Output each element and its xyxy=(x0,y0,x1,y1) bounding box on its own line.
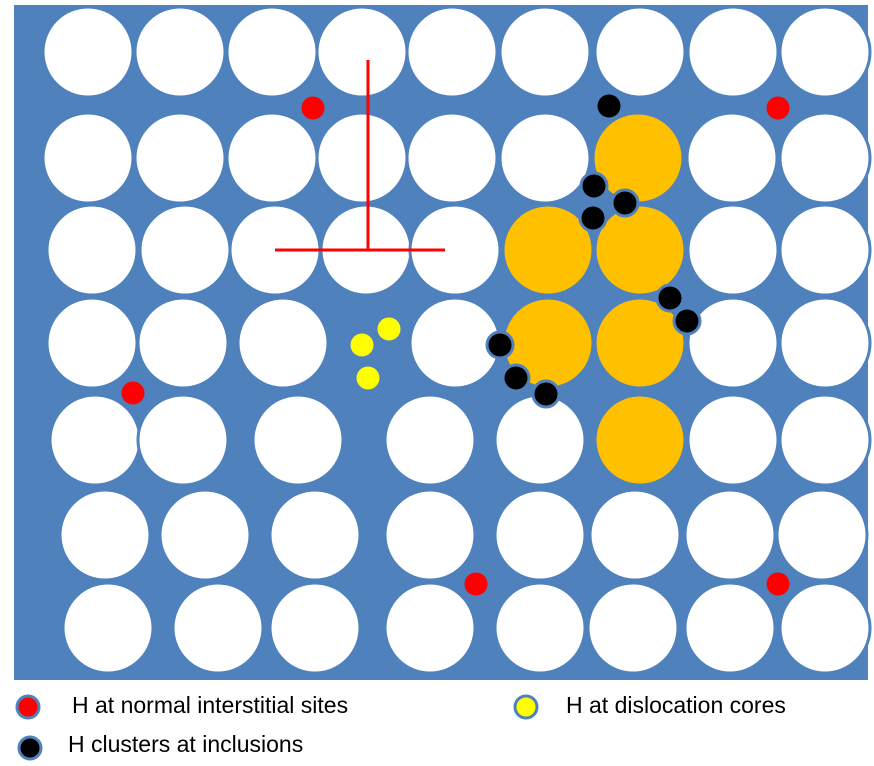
hydrogen-atom xyxy=(580,205,606,231)
legend-label: H clusters at inclusions xyxy=(68,731,303,757)
lattice-atom xyxy=(43,113,133,203)
lattice-atom xyxy=(500,7,590,97)
lattice-atom xyxy=(595,7,685,97)
lattice-atom xyxy=(227,7,317,97)
lattice-atom xyxy=(385,395,475,485)
legend-marker xyxy=(515,696,537,718)
lattice-atom xyxy=(688,298,778,388)
lattice-atom xyxy=(227,113,317,203)
hydrogen-atom xyxy=(463,571,489,597)
lattice-atom xyxy=(270,490,360,580)
hydrogen-atom xyxy=(503,365,529,391)
lattice-atom xyxy=(688,395,778,485)
lattice-atom xyxy=(407,113,497,203)
hydrogen-atom xyxy=(612,190,638,216)
lattice-atom xyxy=(685,583,775,673)
hydrogen-atom xyxy=(355,365,381,391)
lattice-atom xyxy=(780,7,870,97)
hydrogen-atom xyxy=(765,95,791,121)
lattice-atom xyxy=(270,583,360,673)
lattice-atom xyxy=(495,490,585,580)
lattice-atom xyxy=(500,113,590,203)
lattice-atom xyxy=(317,7,407,97)
lattice-atom xyxy=(138,395,228,485)
lattice-atom xyxy=(780,583,870,673)
lattice-atom xyxy=(385,583,475,673)
lattice-atom xyxy=(173,583,263,673)
lattice-atom xyxy=(780,298,870,388)
lattice-atom xyxy=(140,205,230,295)
lattice-atom xyxy=(63,583,153,673)
lattice-atom xyxy=(385,490,475,580)
lattice-atom xyxy=(688,205,778,295)
legend: H at normal interstitial sites H at disl… xyxy=(17,692,786,759)
lattice-atom xyxy=(780,395,870,485)
lattice-atom xyxy=(590,490,680,580)
legend-label: H at normal interstitial sites xyxy=(72,692,348,718)
hydrogen-atom xyxy=(376,316,402,342)
lattice-atom xyxy=(138,298,228,388)
hydrogen-atom xyxy=(657,285,683,311)
legend-label: H at dislocation cores xyxy=(566,692,786,718)
diagram: H at normal interstitial sites H at disl… xyxy=(0,0,874,766)
lattice-atom xyxy=(60,490,150,580)
lattice-atom xyxy=(47,205,137,295)
lattice-atom xyxy=(685,490,775,580)
hydrogen-atom xyxy=(765,571,791,597)
hydrogen-atom xyxy=(674,308,700,334)
hydrogen-atom xyxy=(533,381,559,407)
hydrogen-atom xyxy=(487,332,513,358)
lattice-atom xyxy=(687,113,777,203)
lattice-atom xyxy=(495,395,585,485)
lattice-atom xyxy=(50,395,140,485)
lattice-atom xyxy=(780,113,870,203)
lattice-atom xyxy=(495,583,585,673)
hydrogen-atom xyxy=(596,93,622,119)
lattice-atom xyxy=(777,490,867,580)
lattice-atom xyxy=(238,298,328,388)
lattice-atom xyxy=(253,395,343,485)
lattice-atom xyxy=(160,490,250,580)
lattice-atom xyxy=(135,113,225,203)
lattice-atom xyxy=(588,583,678,673)
lattice-atom xyxy=(780,205,870,295)
legend-marker xyxy=(19,737,41,759)
hydrogen-atom xyxy=(581,173,607,199)
lattice-atom xyxy=(688,7,778,97)
hydrogen-atom xyxy=(349,332,375,358)
inclusion-atom xyxy=(595,395,685,485)
lattice-atom xyxy=(317,113,407,203)
legend-marker xyxy=(17,696,39,718)
lattice-atom xyxy=(407,7,497,97)
hydrogen-atom xyxy=(300,95,326,121)
lattice-atom xyxy=(43,7,133,97)
lattice-atom xyxy=(135,7,225,97)
hydrogen-atom xyxy=(120,380,146,406)
inclusion-atom xyxy=(595,205,685,295)
lattice-atom xyxy=(47,298,137,388)
